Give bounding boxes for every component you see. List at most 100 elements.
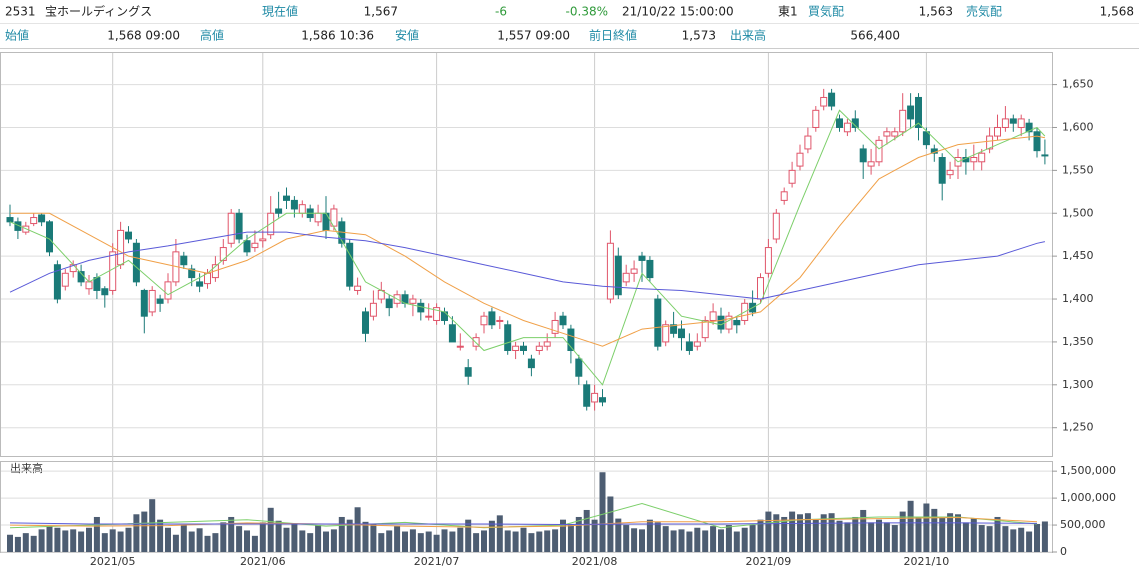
volume-bar (710, 526, 717, 552)
x-tick-label: 2021/09 (746, 555, 792, 568)
company-name: 宝ホールディングス (45, 4, 152, 19)
volume-bar (425, 531, 432, 552)
volume-bar (876, 519, 882, 552)
candle-body (693, 341, 701, 347)
candle-body (630, 268, 638, 274)
label: 高値 (200, 28, 224, 43)
candle-body (132, 242, 140, 283)
volume-bar (251, 535, 258, 552)
candle-body (535, 345, 543, 351)
volume-bar (654, 522, 661, 552)
volume-bar (196, 528, 203, 552)
volume-bar (236, 526, 243, 552)
volume-bar (417, 533, 424, 552)
y-tick-label: 1,550 (1062, 163, 1094, 176)
volume-bar (915, 516, 922, 552)
value: 1,568 09:00 (107, 29, 180, 43)
volume-bar (836, 520, 843, 552)
value: 1,573 (682, 29, 716, 43)
x-tick-label: 2021/05 (90, 555, 136, 568)
volume-bar (899, 511, 906, 552)
label: 現在値 (262, 4, 298, 19)
candle-body (164, 281, 172, 300)
volume-bar (560, 519, 566, 552)
candle-body (1009, 118, 1017, 124)
volume-bar (860, 509, 867, 552)
candle-body (622, 272, 630, 283)
volume-bar (670, 530, 677, 552)
volume-bar (962, 522, 969, 552)
volume-bar (488, 520, 495, 552)
candle-body (891, 131, 899, 137)
volume-bar (291, 523, 298, 552)
candle-body (812, 109, 820, 128)
candle-body (859, 148, 867, 163)
value: 1,568 (1100, 5, 1134, 19)
candle-body (1001, 118, 1009, 128)
value: 566,400 (850, 29, 900, 43)
candle-body (946, 169, 954, 176)
volume-bar (757, 519, 764, 552)
volume-bar (323, 531, 329, 552)
candle-body (290, 199, 298, 210)
candle-body (883, 131, 891, 137)
candle-body (646, 259, 654, 279)
volume-bar (362, 521, 369, 552)
candle-body (512, 345, 520, 351)
volume-bar (370, 523, 377, 552)
volume-bar (465, 519, 472, 552)
x-tick-label: 2021/10 (904, 555, 950, 568)
code: 2531 (5, 5, 36, 19)
candle-body (804, 135, 812, 150)
candle-body (488, 311, 496, 326)
candle-body (520, 345, 527, 351)
volume-bar (220, 522, 227, 552)
candle-body (899, 109, 907, 133)
volume-bar (662, 526, 669, 552)
y-tick-label: 1,600 (1062, 120, 1094, 133)
moving-average-line (9, 522, 1038, 526)
volume-bar (307, 533, 314, 552)
candle-body (1017, 118, 1025, 128)
candle-body (354, 285, 362, 291)
candle-body (322, 212, 330, 231)
volume-bar (978, 525, 985, 552)
volume-bar (228, 516, 235, 552)
value: 1,567 (364, 5, 398, 19)
label: 始値 (5, 28, 29, 43)
candle-body (543, 341, 551, 347)
volume-bar (868, 522, 875, 552)
volume-bar (157, 519, 164, 552)
candle-body (433, 307, 441, 321)
moving-average-line (10, 135, 1046, 347)
volume-bar (907, 500, 914, 552)
volume-bar (970, 518, 977, 552)
volume-bar (1026, 531, 1033, 552)
y-tick-label: 0 (1060, 545, 1067, 558)
candle-body (551, 319, 559, 334)
candle-body (314, 212, 322, 223)
volume-bar (315, 525, 322, 552)
y-tick-label: 1,300 (1062, 378, 1094, 391)
candle-body (38, 214, 46, 223)
candle-body (970, 157, 978, 163)
value: 21/10/22 15:00:00 (622, 5, 734, 19)
volume-bar (496, 515, 503, 552)
volume-bar (125, 527, 132, 552)
volume-bar (244, 530, 250, 552)
volume-bar (457, 527, 464, 552)
volume-bar (718, 529, 724, 552)
candle-body (662, 324, 670, 343)
volume-bar (133, 514, 140, 552)
volume-bar (433, 534, 440, 552)
candle-body (591, 392, 599, 403)
value: -6 (495, 5, 507, 19)
candle-body (259, 238, 267, 242)
candle-body (986, 135, 994, 150)
candle-body (978, 152, 986, 163)
volume-bar (204, 535, 211, 552)
candle-body (251, 242, 259, 249)
volume-bar (93, 516, 100, 552)
candle-body (772, 212, 780, 240)
candle-body (385, 298, 393, 309)
